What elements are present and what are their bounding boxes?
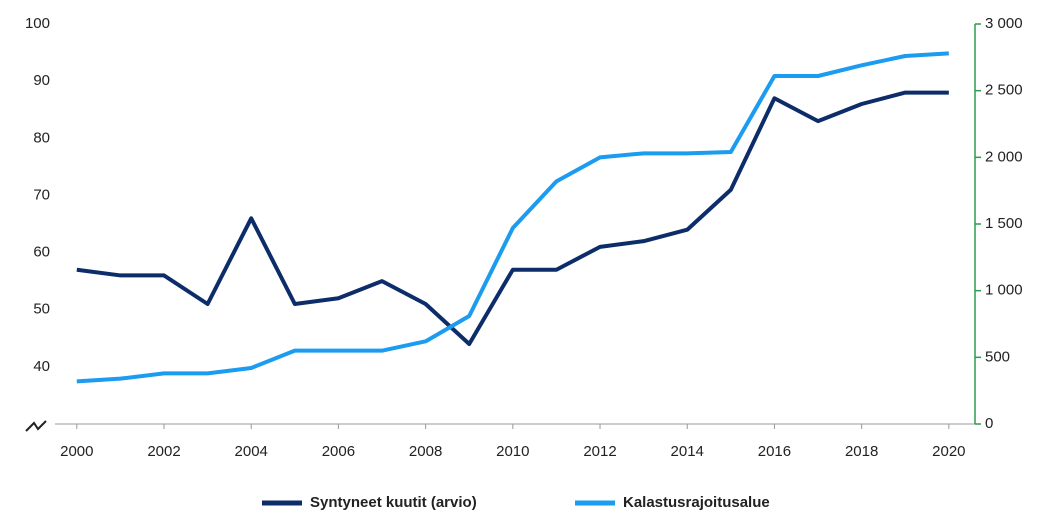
y2-tick-label: 2 000 xyxy=(985,148,1023,165)
series-line xyxy=(76,51,949,384)
x-tick-label: 2004 xyxy=(235,443,268,460)
x-tick-label: 2008 xyxy=(409,443,442,460)
legend-label: Syntyneet kuutit (arvio) xyxy=(310,494,477,511)
x-tick-label: 2010 xyxy=(496,443,529,460)
y2-tick-label: 2 500 xyxy=(985,82,1023,99)
y2-tick-label: 3 000 xyxy=(985,15,1023,32)
y2-tick-label: 0 xyxy=(985,415,993,432)
x-tick-label: 2000 xyxy=(60,443,93,460)
series-line xyxy=(76,90,949,346)
y-tick-label: 90 xyxy=(33,72,50,89)
y2-tick-label: 1 000 xyxy=(985,282,1023,299)
y-tick-label: 70 xyxy=(33,186,50,203)
y-tick-label: 40 xyxy=(33,358,50,375)
y-tick-label: 60 xyxy=(33,244,50,261)
x-tick-label: 2014 xyxy=(671,443,704,460)
axis-break-symbol xyxy=(25,420,47,432)
x-tick-label: 2016 xyxy=(758,443,791,460)
y-tick-label: 80 xyxy=(33,129,50,146)
axis-break xyxy=(25,420,47,432)
x-tick-label: 2006 xyxy=(322,443,355,460)
y2-tick-label: 1 500 xyxy=(985,215,1023,232)
y2-tick-label: 500 xyxy=(985,348,1010,365)
y-tick-label: 100 xyxy=(25,15,50,32)
x-tick-label: 2018 xyxy=(845,443,878,460)
x-tick-label: 2020 xyxy=(932,443,965,460)
y-tick-label: 50 xyxy=(33,301,50,318)
x-tick-label: 2002 xyxy=(147,443,180,460)
x-tick-label: 2012 xyxy=(583,443,616,460)
legend-label: Kalastusrajoitusalue xyxy=(623,494,770,511)
